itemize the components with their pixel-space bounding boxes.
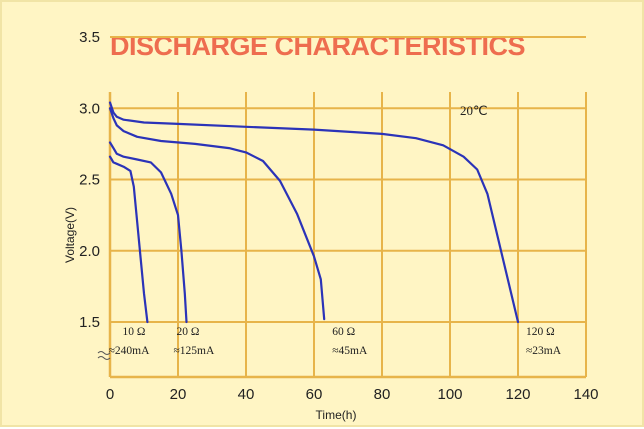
axis-break-icon	[97, 351, 111, 360]
temperature-annotation: 20℃	[460, 103, 488, 118]
x-tick-label: 40	[238, 386, 255, 403]
y-axis-label: Voltage(V)	[63, 207, 77, 263]
y-tick-label: 3.5	[79, 29, 100, 46]
series-current-label: ≈240mA	[109, 345, 151, 357]
chart-title: DISCHARGE CHARACTERISTICS	[110, 31, 525, 61]
y-tick-label: 2.0	[79, 243, 100, 260]
series-line	[108, 155, 149, 324]
series-resistance-label: 120 Ω	[526, 326, 555, 338]
series-line	[108, 141, 188, 324]
y-tick-label: 3.0	[79, 100, 100, 117]
grid	[110, 36, 587, 377]
series-line	[108, 107, 326, 321]
series-current-label: ≈23mA	[526, 345, 562, 357]
series-labels: 10 Ω ≈240mA 20 Ω ≈125mA 60 Ω ≈45mA 120 Ω ≈23mA	[109, 326, 562, 357]
x-tick-label: 120	[505, 386, 530, 403]
y-tick-label: 1.5	[79, 314, 100, 331]
y-tick-label: 2.5	[79, 172, 100, 189]
x-tick-label: 140	[573, 386, 598, 403]
x-tick-label: 100	[437, 386, 462, 403]
x-tick-label: 20	[170, 386, 187, 403]
x-tick-label: 60	[306, 386, 323, 403]
series-resistance-label: 60 Ω	[332, 326, 355, 338]
series-current-label: ≈45mA	[332, 345, 368, 357]
axes: 0 20 40 60 80 100 120 140 1.5 2.0 2.5 3.0 3.5	[79, 29, 598, 403]
series-line	[108, 101, 520, 324]
series-lines	[108, 101, 520, 324]
series-resistance-label: 20 Ω	[177, 326, 200, 338]
series-resistance-label: 10 Ω	[122, 326, 145, 338]
x-tick-label: 0	[106, 386, 114, 403]
x-axis-label: Time(h)	[316, 408, 357, 422]
series-current-label: ≈125mA	[174, 345, 216, 357]
x-tick-label: 80	[374, 386, 391, 403]
